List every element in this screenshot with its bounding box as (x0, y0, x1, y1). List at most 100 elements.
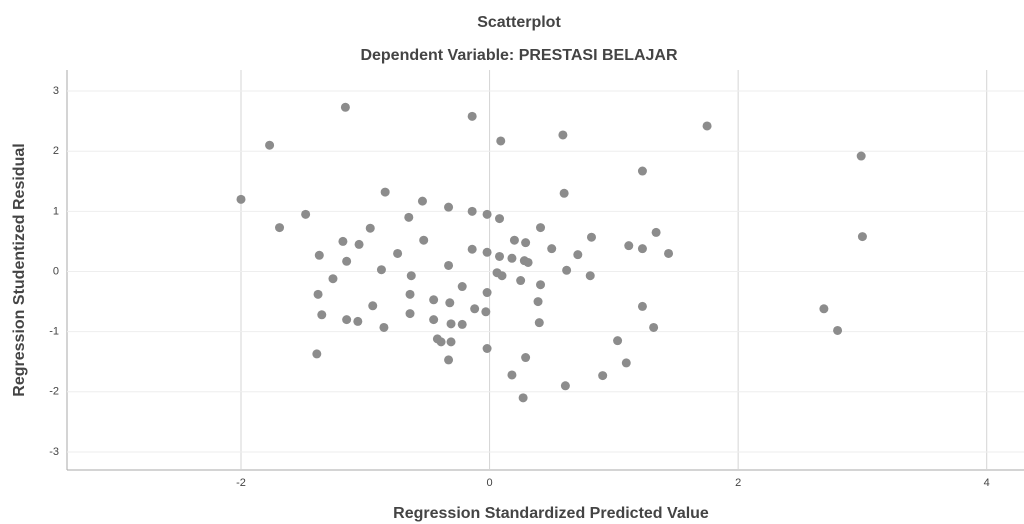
point (573, 250, 582, 259)
point (519, 393, 528, 402)
point (649, 323, 658, 332)
point (521, 353, 530, 362)
point (536, 223, 545, 232)
point (458, 282, 467, 291)
point (560, 189, 569, 198)
point (237, 195, 246, 204)
point (561, 381, 570, 390)
y-tick-label: -1 (49, 326, 59, 338)
x-tick-label: 2 (735, 477, 741, 489)
point (819, 304, 828, 313)
point (444, 261, 453, 270)
point (407, 271, 416, 280)
point (562, 266, 571, 275)
point (507, 254, 516, 263)
point (652, 228, 661, 237)
point (507, 370, 516, 379)
point (366, 224, 375, 233)
y-tick-label: -3 (49, 446, 59, 458)
point (447, 319, 456, 328)
point (406, 290, 415, 299)
point (833, 326, 842, 335)
point (598, 371, 607, 380)
point (429, 315, 438, 324)
point (406, 309, 415, 318)
point (418, 197, 427, 206)
point (328, 274, 337, 283)
point (312, 349, 321, 358)
point (516, 276, 525, 285)
point (638, 302, 647, 311)
point (437, 337, 446, 346)
point (496, 136, 505, 145)
point (558, 130, 567, 139)
y-tick-label: 2 (53, 145, 59, 157)
chart-subtitle: Dependent Variable: PRESTASI BELAJAR (360, 47, 678, 64)
point (468, 245, 477, 254)
chart: Scatterplot Dependent Variable: PRESTASI… (0, 0, 1024, 524)
point (419, 236, 428, 245)
point (664, 249, 673, 258)
point (444, 203, 453, 212)
point (445, 298, 454, 307)
point (393, 249, 402, 258)
point (483, 210, 492, 219)
point (338, 237, 347, 246)
point (404, 213, 413, 222)
point (275, 223, 284, 232)
point (534, 297, 543, 306)
point (342, 315, 351, 324)
point (481, 307, 490, 316)
point (495, 214, 504, 223)
point (342, 257, 351, 266)
point (510, 236, 519, 245)
point (353, 317, 362, 326)
point (547, 244, 556, 253)
point (368, 301, 377, 310)
point (315, 251, 324, 260)
chart-title: Scatterplot (477, 14, 561, 31)
point (458, 320, 467, 329)
point (858, 232, 867, 241)
point (495, 252, 504, 261)
point (703, 121, 712, 130)
point (379, 323, 388, 332)
point (586, 271, 595, 280)
point (470, 304, 479, 313)
point (622, 358, 631, 367)
point (483, 248, 492, 257)
x-tick-label: 0 (487, 477, 493, 489)
point (535, 318, 544, 327)
point (624, 241, 633, 250)
point (355, 240, 364, 249)
y-tick-label: 1 (53, 205, 59, 217)
point (638, 167, 647, 176)
point (498, 271, 507, 280)
point (265, 141, 274, 150)
point (524, 258, 533, 267)
x-axis-label: Regression Standardized Predicted Value (393, 505, 709, 522)
y-tick-label: 3 (53, 85, 59, 97)
point (536, 280, 545, 289)
x-tick-label: 4 (984, 477, 990, 489)
point (301, 210, 310, 219)
point (317, 310, 326, 319)
point (483, 344, 492, 353)
y-tick-label: 0 (53, 265, 59, 277)
point (444, 355, 453, 364)
point (521, 238, 530, 247)
point (341, 103, 350, 112)
point (468, 112, 477, 121)
point (447, 337, 456, 346)
y-axis-label: Regression Studentized Residual (11, 143, 28, 396)
point (483, 288, 492, 297)
y-tick-label: -2 (49, 386, 59, 398)
point (381, 188, 390, 197)
point (377, 265, 386, 274)
x-tick-label: -2 (236, 477, 246, 489)
point (613, 336, 622, 345)
point (429, 295, 438, 304)
point (314, 290, 323, 299)
point (587, 233, 596, 242)
point (857, 152, 866, 161)
